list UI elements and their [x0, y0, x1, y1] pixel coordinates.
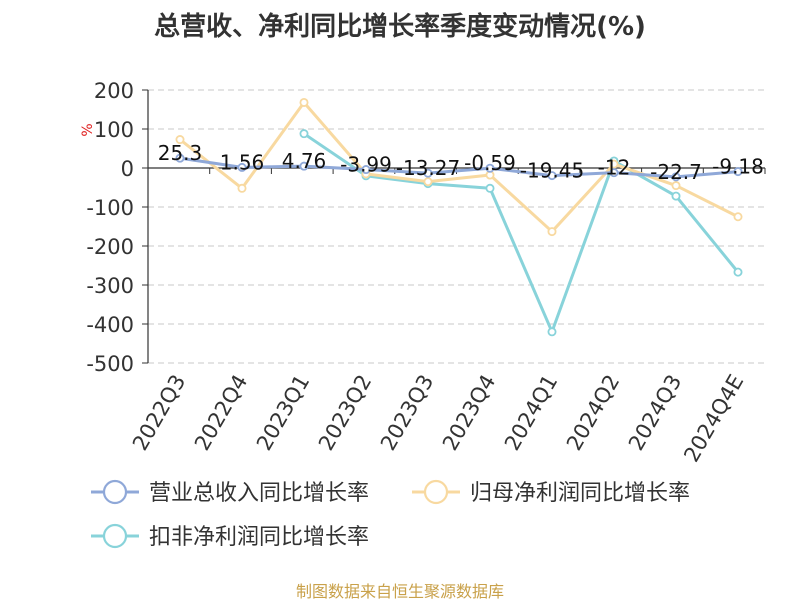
series-line-1	[179, 156, 739, 179]
x-tick-label: 2022Q3	[128, 371, 190, 455]
data-label: -13.27	[396, 156, 460, 180]
y-tick-label: -400	[86, 313, 134, 337]
data-label: -22.7	[650, 160, 702, 184]
data-point-series-1	[299, 161, 309, 171]
data-label: -3.99	[340, 153, 392, 177]
data-point-series-1	[237, 162, 247, 172]
x-tick-label: 2023Q1	[252, 371, 314, 455]
y-tick-label: 200	[94, 79, 134, 103]
legend-marker-series-1	[102, 479, 128, 505]
data-point-series-1	[547, 171, 557, 181]
data-point-series-3	[733, 267, 743, 277]
legend-marker-series-2	[423, 479, 449, 505]
data-point-series-1	[423, 168, 433, 178]
data-point-series-1	[175, 153, 185, 163]
data-point-series-1	[609, 168, 619, 178]
legend-label-series-3: 扣非净利润同比增长率	[149, 525, 369, 550]
data-label: 25.3	[158, 141, 203, 165]
x-tick-label: 2024Q1	[500, 371, 562, 455]
data-point-series-2	[671, 181, 681, 191]
x-tick-label: 2024Q4E	[679, 371, 748, 467]
x-tick-label: 2023Q3	[376, 371, 438, 455]
data-point-series-2	[237, 183, 247, 193]
data-label: -12	[598, 156, 631, 180]
series-line-3	[303, 132, 740, 334]
x-tick-label: 2024Q3	[624, 371, 686, 455]
data-point-series-1	[671, 172, 681, 182]
data-source-note: 制图数据来自恒生聚源数据库	[295, 582, 504, 601]
data-point-series-3	[547, 327, 557, 337]
x-tick-label: 2022Q4	[190, 371, 252, 455]
data-label: -9.18	[712, 155, 764, 179]
legend-label-series-2: 归母净利润同比增长率	[470, 481, 690, 506]
data-point-series-2	[547, 227, 557, 237]
y-tick-label: -300	[86, 274, 134, 298]
data-label: -19.45	[520, 159, 584, 183]
chart-title: 总营收、净利同比增长率季度变动情况(%)	[154, 12, 646, 42]
data-label: -0.59	[464, 151, 516, 175]
y-tick-label: -200	[86, 235, 134, 259]
y-tick-label: 100	[94, 118, 134, 142]
data-point-series-1	[485, 163, 495, 173]
x-tick-label: 2023Q2	[314, 371, 376, 455]
y-tick-label: -500	[86, 352, 134, 376]
data-point-series-1	[361, 165, 371, 175]
legend-marker-series-3	[102, 523, 128, 549]
data-point-series-3	[485, 183, 495, 193]
x-tick-label: 2023Q4	[438, 371, 500, 455]
data-point-series-3	[299, 129, 309, 139]
data-point-series-2	[299, 97, 309, 107]
data-point-series-2	[423, 177, 433, 187]
data-label: 1.56	[220, 150, 265, 174]
data-point-series-2	[733, 212, 743, 222]
data-point-series-3	[671, 191, 681, 201]
data-point-series-1	[733, 167, 743, 177]
legend-label-series-1: 营业总收入同比增长率	[149, 481, 369, 506]
data-label: 4.76	[282, 149, 327, 173]
y-tick-label: -100	[86, 196, 134, 220]
data-point-series-2	[175, 135, 185, 145]
y-axis-label: %	[80, 123, 96, 136]
data-point-series-2	[609, 159, 619, 169]
x-tick-label: 2024Q2	[562, 371, 624, 455]
y-tick-label: 0	[121, 157, 134, 181]
